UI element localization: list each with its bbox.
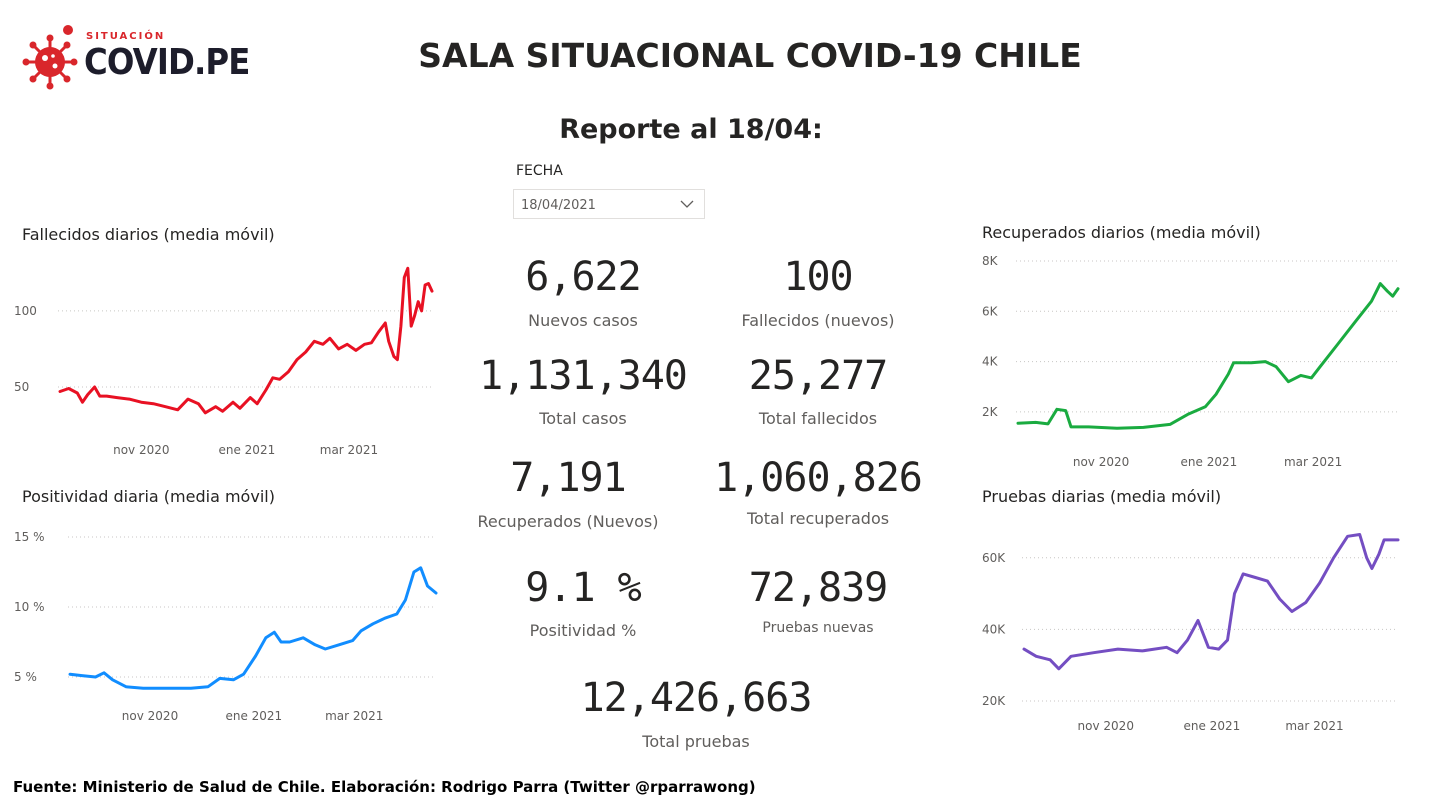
x-tick-label-recuperados-0: nov 2020	[1073, 455, 1129, 469]
y-tick-label-positividad-1: 10 %	[14, 600, 45, 614]
x-tick-label-recuperados-1: ene 2021	[1181, 455, 1238, 469]
x-tick-label-fallecidos-2: mar 2021	[320, 443, 378, 457]
date-filter-value: 18/04/2021	[521, 198, 596, 213]
x-tick-label-recuperados-2: mar 2021	[1284, 455, 1342, 469]
kpi-total-casos-label: Total casos	[539, 409, 627, 428]
kpi-fallecidos-nuevos-value: 100	[783, 254, 853, 300]
page-title: SALA SITUACIONAL COVID-19 CHILE	[418, 36, 1082, 75]
kpi-pruebas-nuevas-label: Pruebas nuevas	[762, 620, 874, 636]
report-date-title: Reporte al 18/04:	[559, 114, 823, 145]
x-tick-label-positividad-2: mar 2021	[325, 709, 383, 723]
kpi-total-fallecidos-value: 25,277	[748, 353, 889, 399]
logo-small-text: SITUACIÓN	[86, 31, 166, 42]
kpi-total-casos-value: 1,131,340	[479, 353, 688, 399]
kpi-total-pruebas-label: Total pruebas	[642, 732, 750, 751]
kpi-pruebas-nuevas-value: 72,839	[748, 565, 889, 611]
date-filter-label: FECHA	[516, 163, 563, 179]
covid-logo-icon	[22, 25, 78, 90]
kpi-fallecidos-nuevos-label: Fallecidos (nuevos)	[741, 311, 895, 330]
chevron-down-icon	[680, 200, 694, 208]
kpi-recuperados-nuevos-value: 7,191	[510, 455, 626, 501]
date-filter-dropdown[interactable]: 18/04/2021	[513, 189, 705, 219]
y-tick-label-fallecidos-0: 50	[14, 380, 29, 394]
x-tick-label-pruebas-2: mar 2021	[1285, 719, 1343, 733]
x-tick-label-positividad-0: nov 2020	[122, 709, 178, 723]
kpi-total-recuperados-label: Total recuperados	[746, 509, 890, 528]
y-tick-label-recuperados-2: 6K	[982, 304, 999, 318]
kpi-total-pruebas-value: 12,426,663	[580, 675, 813, 721]
y-tick-label-pruebas-1: 40K	[982, 622, 1006, 636]
y-tick-label-recuperados-1: 4K	[982, 355, 999, 369]
chart-title-positividad: Positividad diaria (media móvil)	[22, 487, 275, 506]
kpi-positividad-label: Positividad %	[529, 621, 637, 640]
chart-title-pruebas: Pruebas diarias (media móvil)	[982, 487, 1222, 506]
kpi-nuevos-casos-label: Nuevos casos	[528, 311, 638, 330]
kpi-nuevos-casos-value: 6,622	[525, 254, 641, 300]
kpi-recuperados-nuevos-label: Recuperados (Nuevos)	[477, 512, 659, 531]
series-line-fallecidos	[58, 266, 434, 415]
kpi-total-recuperados-value: 1,060,826	[714, 455, 923, 501]
series-line-recuperados	[1016, 282, 1400, 430]
y-tick-label-positividad-0: 5 %	[14, 670, 37, 684]
y-tick-label-fallecidos-1: 100	[14, 304, 37, 318]
y-tick-label-pruebas-2: 60K	[982, 551, 1006, 565]
x-tick-label-fallecidos-1: ene 2021	[218, 443, 275, 457]
series-line-positividad	[68, 566, 438, 690]
series-line-pruebas	[1022, 533, 1400, 671]
y-tick-label-positividad-2: 15 %	[14, 530, 45, 544]
x-tick-label-pruebas-0: nov 2020	[1078, 719, 1134, 733]
chart-title-fallecidos: Fallecidos diarios (media móvil)	[22, 225, 275, 244]
x-tick-label-pruebas-1: ene 2021	[1184, 719, 1241, 733]
x-tick-label-fallecidos-0: nov 2020	[113, 443, 169, 457]
logo-big-text: COVID.PE	[84, 42, 250, 83]
y-tick-label-recuperados-3: 8K	[982, 254, 999, 268]
x-tick-label-positividad-1: ene 2021	[225, 709, 282, 723]
kpi-positividad-value: 9.1 %	[525, 565, 641, 611]
y-tick-label-recuperados-0: 2K	[982, 405, 999, 419]
y-tick-label-pruebas-0: 20K	[982, 694, 1006, 708]
source-footer: Fuente: Ministerio de Salud de Chile. El…	[13, 778, 756, 796]
kpi-total-fallecidos-label: Total fallecidos	[758, 409, 878, 428]
chart-title-recuperados: Recuperados diarios (media móvil)	[982, 223, 1261, 242]
